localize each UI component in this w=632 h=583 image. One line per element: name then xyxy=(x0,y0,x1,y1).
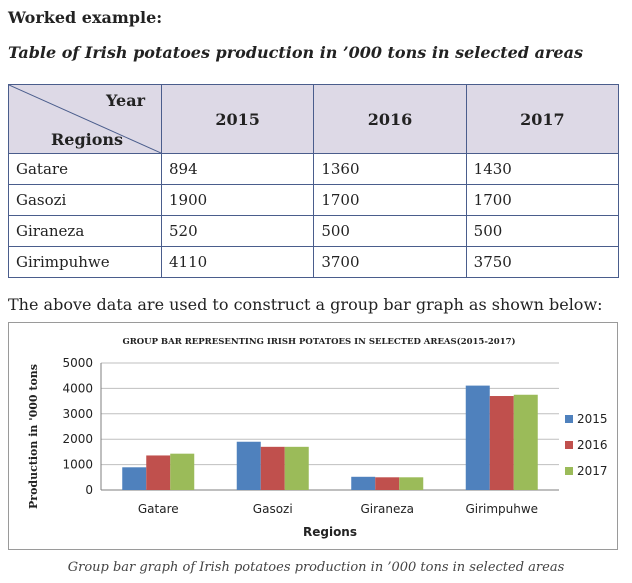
value-cell: 3750 xyxy=(465,246,620,278)
bar xyxy=(146,455,171,490)
y-tick-label: 1000 xyxy=(62,458,93,472)
legend-label: 2017 xyxy=(577,464,608,478)
region-cell: Gatare xyxy=(8,153,162,185)
bar xyxy=(489,396,514,490)
table-header-row: Year Regions 2015 2016 2017 xyxy=(8,84,620,154)
year-header: 2016 xyxy=(313,84,467,154)
year-header-label: Year xyxy=(105,91,145,110)
table-title: Table of Irish potatoes production in ’0… xyxy=(8,43,583,62)
y-tick-label: 2000 xyxy=(62,432,93,446)
table-row: Girimpuhwe 4110 3700 3750 xyxy=(8,246,620,278)
value-cell: 894 xyxy=(160,153,315,185)
value-cell: 1700 xyxy=(313,184,467,216)
y-tick-label: 4000 xyxy=(62,381,93,395)
region-cell: Girimpuhwe xyxy=(8,246,162,278)
value-cell: 4110 xyxy=(160,246,315,278)
value-cell: 500 xyxy=(313,215,467,247)
value-cell: 520 xyxy=(160,215,315,247)
group-bar-chart: GROUP BAR REPRESENTING IRISH POTATOES IN… xyxy=(27,336,608,539)
bar xyxy=(236,441,261,490)
year-header: 2015 xyxy=(160,84,315,154)
x-tick-label: Gatare xyxy=(138,502,179,516)
figure-caption: Group bar graph of Irish potatoes produc… xyxy=(67,560,565,575)
corner-header-cell: Year Regions xyxy=(8,84,162,154)
value-cell: 1900 xyxy=(160,184,315,216)
bar xyxy=(465,385,490,490)
production-table: Year Regions 2015 2016 2017 Gatare 894 1… xyxy=(8,84,620,278)
table-row: Gatare 894 1360 1430 xyxy=(8,153,620,185)
legend-swatch xyxy=(565,467,573,475)
bar xyxy=(399,477,424,490)
legend-label: 2015 xyxy=(577,412,608,426)
bar xyxy=(513,394,538,490)
legend-swatch xyxy=(565,441,573,449)
intro-text: The above data are used to construct a g… xyxy=(8,295,603,314)
y-tick-label: 3000 xyxy=(62,407,93,421)
x-tick-label: Girimpuhwe xyxy=(465,502,538,516)
legend-swatch xyxy=(565,415,573,423)
region-cell: Giraneza xyxy=(8,215,162,247)
worked-example-heading: Worked example: xyxy=(8,8,163,27)
bar xyxy=(284,446,309,490)
x-axis-label: Regions xyxy=(303,525,357,539)
bar xyxy=(260,446,285,490)
value-cell: 1360 xyxy=(313,153,467,185)
legend-label: 2016 xyxy=(577,438,608,452)
y-axis-label: Production in '000 tons xyxy=(27,364,40,509)
chart-title: GROUP BAR REPRESENTING IRISH POTATOES IN… xyxy=(122,336,515,347)
region-cell: Gasozi xyxy=(8,184,162,216)
value-cell: 500 xyxy=(465,215,620,247)
year-header: 2017 xyxy=(465,84,620,154)
table-row: Gasozi 1900 1700 1700 xyxy=(8,184,620,216)
chart-container: GROUP BAR REPRESENTING IRISH POTATOES IN… xyxy=(8,322,618,550)
value-cell: 3700 xyxy=(313,246,467,278)
x-tick-label: Gasozi xyxy=(253,502,293,516)
bar xyxy=(375,477,400,490)
y-tick-label: 5000 xyxy=(62,356,93,370)
diagonal-divider xyxy=(9,85,161,153)
bar xyxy=(170,453,195,490)
value-cell: 1430 xyxy=(465,153,620,185)
regions-header-label: Regions xyxy=(51,130,124,149)
bar xyxy=(351,476,376,490)
y-tick-label: 0 xyxy=(85,483,93,497)
bar xyxy=(122,467,147,490)
x-tick-label: Giraneza xyxy=(360,502,414,516)
table-row: Giraneza 520 500 500 xyxy=(8,215,620,247)
value-cell: 1700 xyxy=(465,184,620,216)
